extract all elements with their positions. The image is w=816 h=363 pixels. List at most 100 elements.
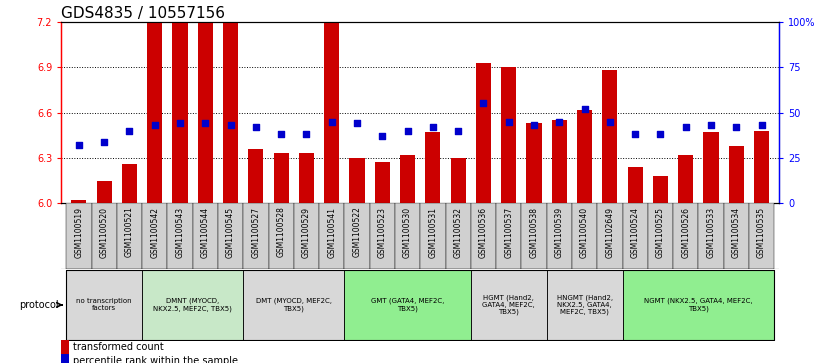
- Text: GSM1100529: GSM1100529: [302, 207, 311, 257]
- Bar: [526, 123, 542, 203]
- Point: [477, 101, 490, 106]
- FancyBboxPatch shape: [471, 270, 547, 340]
- Point: [275, 131, 288, 137]
- Point: [628, 131, 641, 137]
- Text: GSM1100545: GSM1100545: [226, 207, 235, 258]
- Bar: [476, 63, 491, 203]
- Bar: [496, 203, 521, 269]
- Bar: [749, 203, 774, 269]
- Bar: [703, 132, 719, 203]
- Text: transformed count: transformed count: [73, 342, 163, 352]
- Point: [704, 122, 717, 128]
- Bar: [572, 203, 597, 269]
- Point: [603, 119, 616, 125]
- Bar: [142, 203, 167, 269]
- FancyBboxPatch shape: [547, 270, 623, 340]
- Bar: [324, 23, 339, 203]
- Text: GSM1100527: GSM1100527: [251, 207, 260, 257]
- Text: GSM1100522: GSM1100522: [353, 207, 361, 257]
- Text: GSM1100520: GSM1100520: [100, 207, 109, 257]
- Point: [426, 124, 439, 130]
- Point: [451, 128, 464, 134]
- Text: GSM1100519: GSM1100519: [74, 207, 83, 257]
- Point: [149, 122, 162, 128]
- Bar: [197, 23, 213, 203]
- Bar: [147, 23, 162, 203]
- Bar: [61, 340, 69, 354]
- Point: [300, 131, 313, 137]
- Bar: [172, 23, 188, 203]
- Text: HGMT (Hand2,
GATA4, MEF2C,
TBX5): HGMT (Hand2, GATA4, MEF2C, TBX5): [482, 294, 535, 315]
- Text: GMT (GATA4, MEF2C,
TBX5): GMT (GATA4, MEF2C, TBX5): [371, 298, 444, 312]
- Bar: [299, 154, 314, 203]
- Bar: [729, 146, 744, 203]
- Point: [527, 122, 540, 128]
- Bar: [167, 203, 193, 269]
- Text: GSM1100525: GSM1100525: [656, 207, 665, 257]
- Text: GSM1100539: GSM1100539: [555, 207, 564, 258]
- Bar: [319, 203, 344, 269]
- Bar: [425, 132, 441, 203]
- Bar: [471, 203, 496, 269]
- Text: protocol: protocol: [19, 300, 59, 310]
- Bar: [501, 67, 517, 203]
- Bar: [628, 167, 643, 203]
- Bar: [446, 203, 471, 269]
- Text: DMT (MYOCD, MEF2C,
TBX5): DMT (MYOCD, MEF2C, TBX5): [256, 298, 332, 312]
- FancyBboxPatch shape: [66, 270, 142, 340]
- Bar: [370, 203, 395, 269]
- Text: GSM1100536: GSM1100536: [479, 207, 488, 258]
- Bar: [450, 158, 466, 203]
- Text: NGMT (NKX2.5, GATA4, MEF2C,
TBX5): NGMT (NKX2.5, GATA4, MEF2C, TBX5): [644, 298, 752, 312]
- Text: GSM1100523: GSM1100523: [378, 207, 387, 257]
- Text: GDS4835 / 10557156: GDS4835 / 10557156: [61, 5, 225, 21]
- Bar: [678, 155, 694, 203]
- Bar: [375, 163, 390, 203]
- Bar: [577, 110, 592, 203]
- Bar: [400, 155, 415, 203]
- Text: GSM1100538: GSM1100538: [530, 207, 539, 257]
- Point: [73, 142, 86, 148]
- Text: GSM1100541: GSM1100541: [327, 207, 336, 257]
- Point: [755, 122, 768, 128]
- Bar: [61, 354, 69, 363]
- Text: DMNT (MYOCD,
NKX2.5, MEF2C, TBX5): DMNT (MYOCD, NKX2.5, MEF2C, TBX5): [153, 298, 232, 312]
- Bar: [420, 203, 446, 269]
- Text: no transcription
factors: no transcription factors: [77, 298, 132, 311]
- Bar: [754, 131, 769, 203]
- Point: [250, 124, 263, 130]
- FancyBboxPatch shape: [344, 270, 471, 340]
- Point: [376, 133, 389, 139]
- Bar: [521, 203, 547, 269]
- Bar: [243, 203, 268, 269]
- Text: GSM1100528: GSM1100528: [277, 207, 286, 257]
- Point: [552, 119, 565, 125]
- Point: [326, 119, 339, 125]
- Point: [123, 128, 136, 134]
- Point: [654, 131, 667, 137]
- Bar: [344, 203, 370, 269]
- Bar: [193, 203, 218, 269]
- Text: GSM1100524: GSM1100524: [631, 207, 640, 257]
- Bar: [552, 120, 567, 203]
- Text: GSM1100537: GSM1100537: [504, 207, 513, 258]
- Bar: [223, 23, 238, 203]
- Bar: [91, 203, 117, 269]
- Bar: [623, 203, 648, 269]
- Point: [502, 119, 515, 125]
- Bar: [66, 203, 91, 269]
- Bar: [395, 203, 420, 269]
- Bar: [602, 70, 618, 203]
- Bar: [648, 203, 673, 269]
- Text: GSM1100535: GSM1100535: [757, 207, 766, 258]
- Bar: [273, 154, 289, 203]
- Bar: [349, 158, 365, 203]
- Bar: [96, 181, 112, 203]
- Bar: [673, 203, 698, 269]
- Text: GSM1100521: GSM1100521: [125, 207, 134, 257]
- FancyBboxPatch shape: [243, 270, 344, 340]
- Text: GSM1100532: GSM1100532: [454, 207, 463, 257]
- Text: GSM1100534: GSM1100534: [732, 207, 741, 258]
- Text: GSM1100543: GSM1100543: [175, 207, 184, 258]
- Text: GSM1102649: GSM1102649: [605, 207, 614, 257]
